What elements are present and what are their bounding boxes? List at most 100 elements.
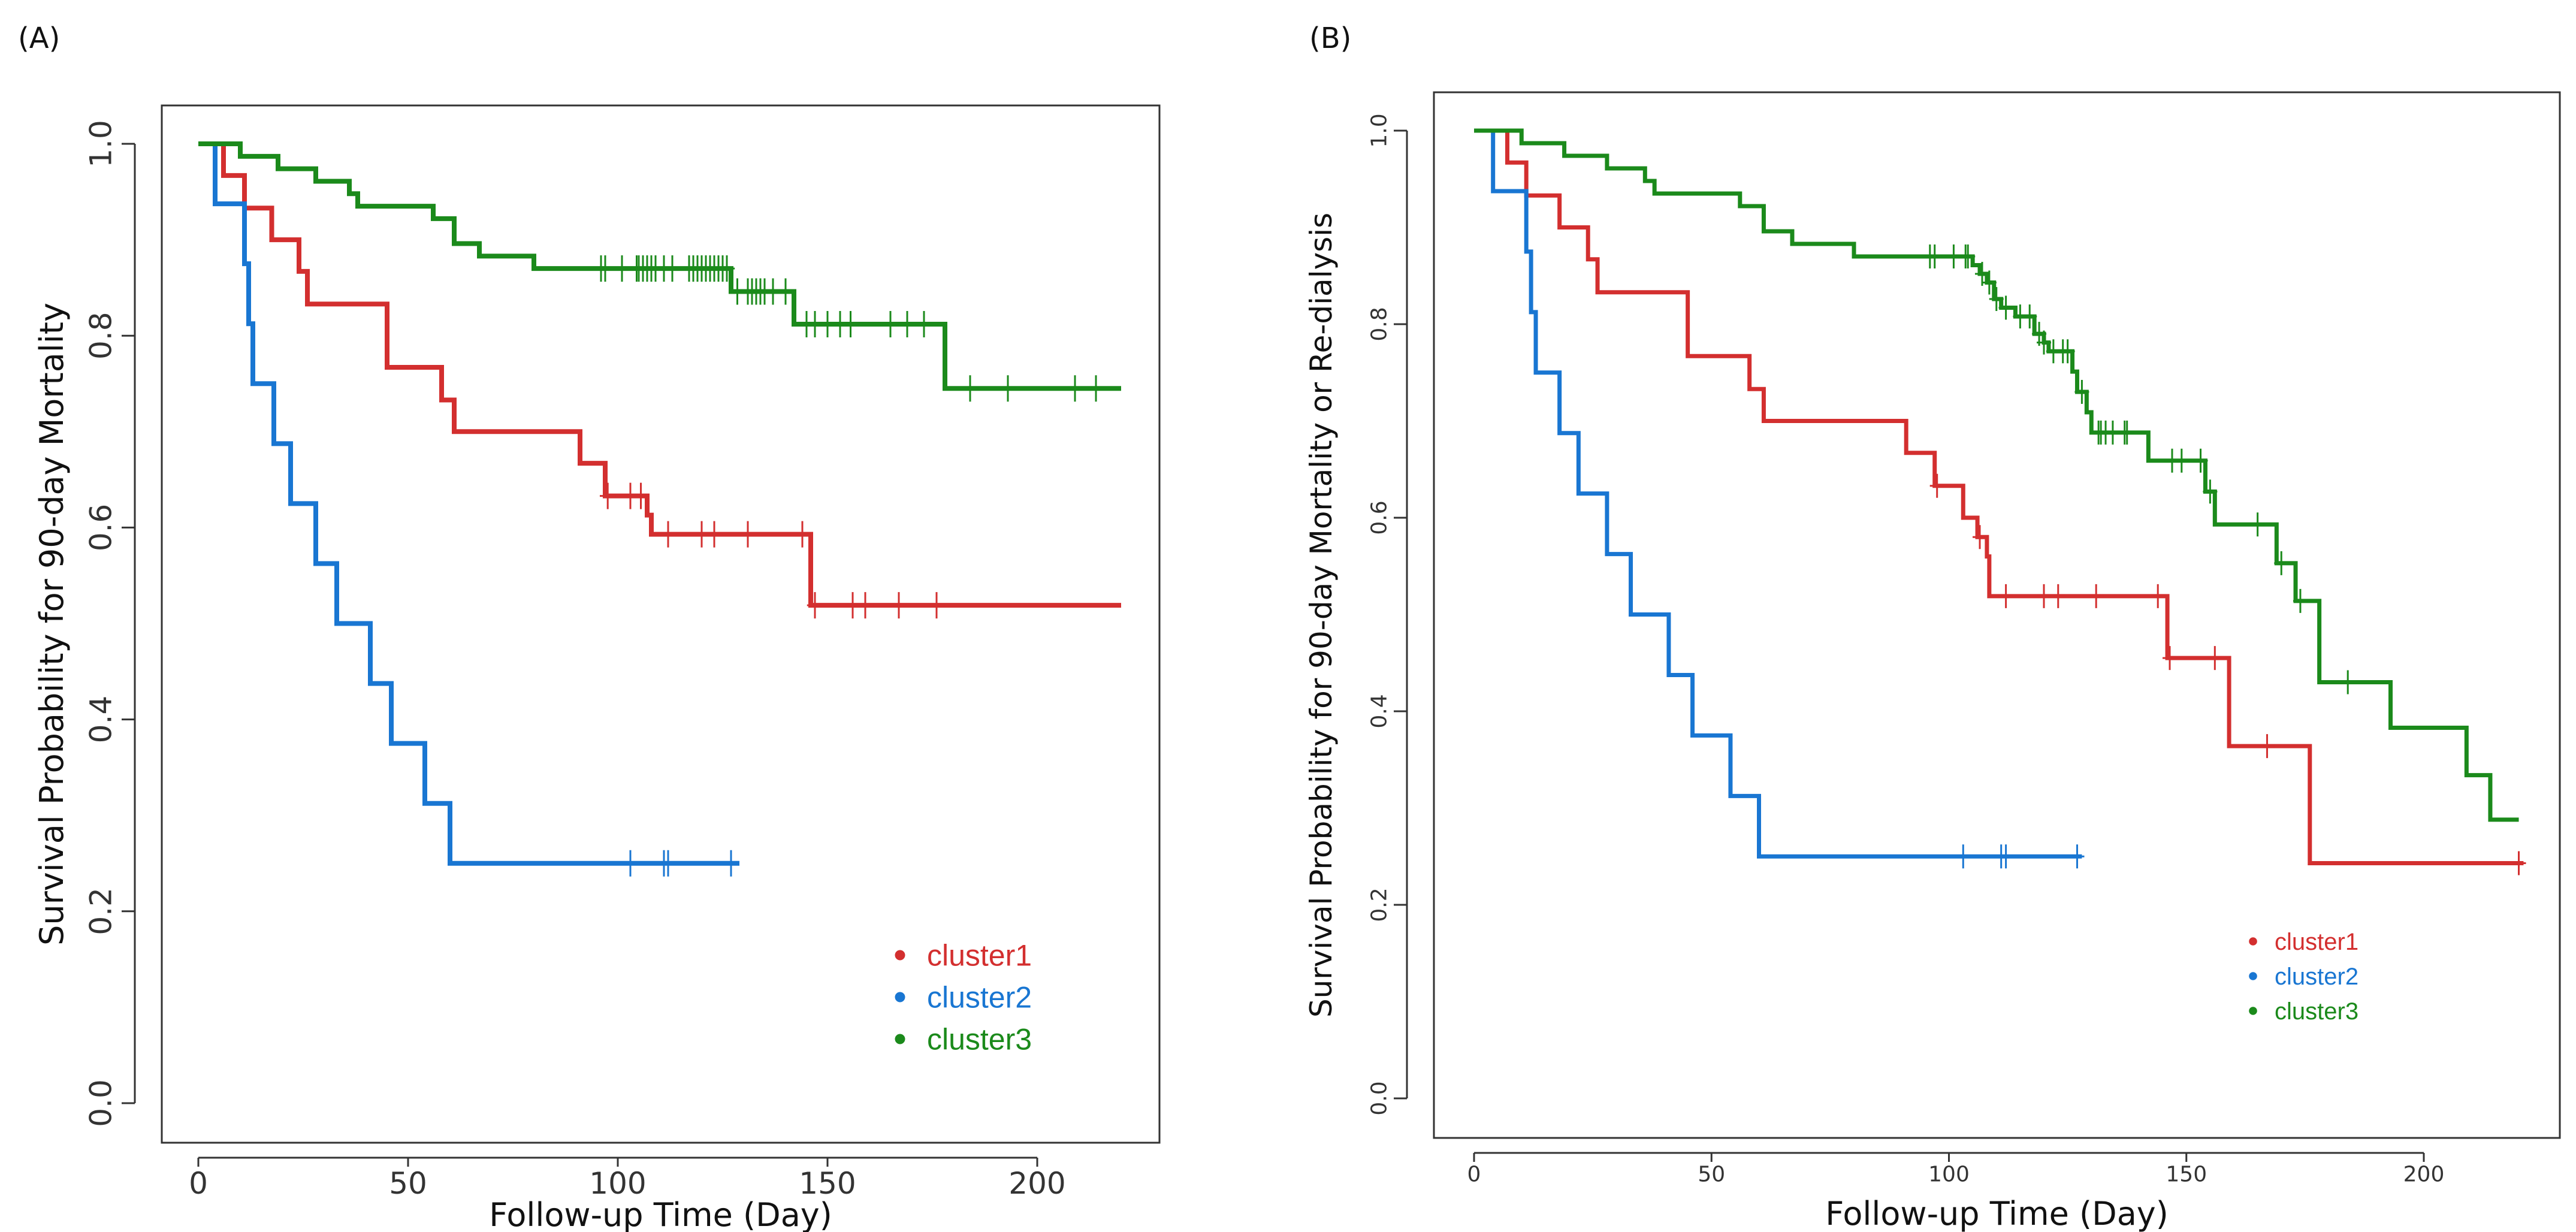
censor-mark	[1998, 295, 2013, 320]
censor-mark	[2174, 448, 2189, 473]
censor-mark	[890, 592, 907, 619]
x-tick-label: 0	[1467, 1162, 1481, 1186]
censor-mark	[1067, 375, 1083, 402]
censor-mark	[706, 521, 723, 548]
y-tick-label: 0.2	[1367, 887, 1391, 922]
series-cluster1	[1474, 128, 2526, 875]
survival-curve-cluster1	[198, 141, 1121, 608]
survival-curve-cluster3	[1474, 128, 2519, 822]
legend-label-cluster1: cluster1	[2275, 929, 2358, 955]
x-axis-title: Follow-up Time (Day)	[489, 1196, 832, 1232]
legend-label-cluster3: cluster3	[927, 1023, 1032, 1056]
survival-curve-cluster2	[198, 141, 739, 866]
x-tick-label: 100	[589, 1166, 646, 1201]
censor-mark	[614, 255, 630, 282]
legend-marker-cluster2	[2249, 972, 2257, 980]
censor-mark	[2037, 330, 2051, 355]
legend-marker-cluster2	[895, 992, 905, 1002]
plot-frame	[161, 104, 1161, 1144]
censor-mark	[962, 375, 979, 402]
y-tick-label: 0.2	[84, 887, 119, 935]
censor-mark	[739, 521, 756, 548]
y-axis-title: Survival Probability for 90-day Mortalit…	[33, 303, 71, 946]
censor-mark	[2203, 479, 2218, 504]
x-axis: 0 50 100 150 200	[1467, 1152, 2445, 1186]
legend-marker-cluster3	[895, 1034, 905, 1044]
x-tick-label: 100	[1928, 1162, 1970, 1186]
censor-mark	[723, 850, 739, 877]
censor-mark	[2274, 551, 2289, 575]
survival-curve-cluster2	[1474, 128, 2082, 859]
censor-mark	[660, 850, 677, 877]
censor-mark	[2163, 646, 2178, 671]
y-tick-label: 0.0	[84, 1079, 119, 1127]
x-tick-label: 150	[2166, 1162, 2207, 1186]
censor-mark	[2070, 844, 2085, 869]
x-tick-label: 50	[389, 1166, 427, 1201]
censor-mark	[2260, 734, 2275, 759]
censor-mark	[2293, 588, 2308, 613]
survival-curve-cluster1	[1474, 128, 2524, 866]
legend-label-cluster3: cluster3	[2275, 998, 2358, 1025]
legend: cluster1 cluster2 cluster3	[2249, 929, 2358, 1025]
censor-mark	[2119, 420, 2134, 445]
censor-mark	[857, 592, 874, 619]
y-tick-label: 0.6	[84, 504, 119, 552]
x-tick-label: 150	[799, 1166, 856, 1201]
censor-mark	[1956, 844, 1971, 869]
y-tick-label: 0.0	[1367, 1081, 1391, 1115]
censor-mark	[2060, 339, 2075, 364]
plot-frame	[1433, 91, 2561, 1139]
legend-marker-cluster3	[2249, 1007, 2257, 1015]
censor-mark	[1927, 244, 1942, 268]
legend-label-cluster2: cluster2	[927, 981, 1032, 1014]
censor-mark	[633, 482, 649, 509]
censor-mark	[777, 278, 794, 305]
y-tick-label: 1.0	[1367, 113, 1391, 147]
panel-label: (A)	[18, 22, 60, 55]
legend-label-cluster2: cluster2	[2275, 964, 2358, 990]
censor-mark	[794, 521, 811, 548]
x-tick-label: 200	[2403, 1162, 2445, 1186]
y-tick-label: 1.0	[84, 120, 119, 168]
censor-mark	[1998, 844, 2013, 869]
censor-mark	[622, 850, 639, 877]
y-tick-label: 0.8	[84, 312, 119, 360]
y-tick-label: 0.4	[84, 696, 119, 744]
censor-mark	[2341, 670, 2355, 694]
panel-label: (B)	[1309, 22, 1351, 55]
y-tick-label: 0.4	[1367, 694, 1391, 728]
legend-marker-cluster1	[2249, 937, 2257, 946]
survival-curve-cluster3	[198, 141, 1121, 391]
censor-mark	[1973, 525, 1988, 549]
censor-mark	[1961, 244, 1976, 268]
x-tick-label: 50	[1698, 1162, 1725, 1186]
legend-marker-cluster1	[895, 950, 905, 961]
censor-mark	[600, 482, 616, 509]
series-cluster2	[1474, 128, 2085, 869]
y-tick-label: 0.8	[1367, 307, 1391, 341]
panel-a: (A) 0 50 100 150 200 0.0 0.2 0.4 0.6 0.8 1.0 Follow-…	[18, 22, 1161, 1232]
series-cluster3	[1474, 128, 2519, 822]
censor-mark	[2074, 380, 2089, 404]
y-axis: 0.0 0.2 0.4 0.6 0.8 1.0	[84, 120, 136, 1127]
legend-label-cluster1: cluster1	[927, 939, 1032, 973]
censor-mark	[2089, 584, 2104, 608]
series-cluster1	[198, 141, 1121, 619]
y-axis-title: Survival Probability for 90-day Mortalit…	[1304, 213, 1339, 1017]
censor-mark	[660, 521, 677, 548]
x-tick-label: 0	[189, 1166, 208, 1201]
censor-mark	[807, 592, 823, 619]
censor-mark	[2151, 584, 2166, 608]
censor-mark	[2022, 304, 2037, 329]
censor-mark	[2511, 851, 2526, 875]
x-axis: 0 50 100 150 200	[189, 1156, 1066, 1201]
x-tick-label: 200	[1008, 1166, 1065, 1201]
censor-mark	[999, 375, 1016, 402]
censor-mark	[2193, 448, 2208, 473]
censor-mark	[664, 255, 681, 282]
panel-b: (B) 0 50 100 150 200 0.0 0.2 0.4 0.6 0.8 1.0 Follow-…	[1304, 22, 2561, 1232]
y-tick-label: 0.6	[1367, 500, 1391, 535]
censor-mark	[718, 255, 735, 282]
